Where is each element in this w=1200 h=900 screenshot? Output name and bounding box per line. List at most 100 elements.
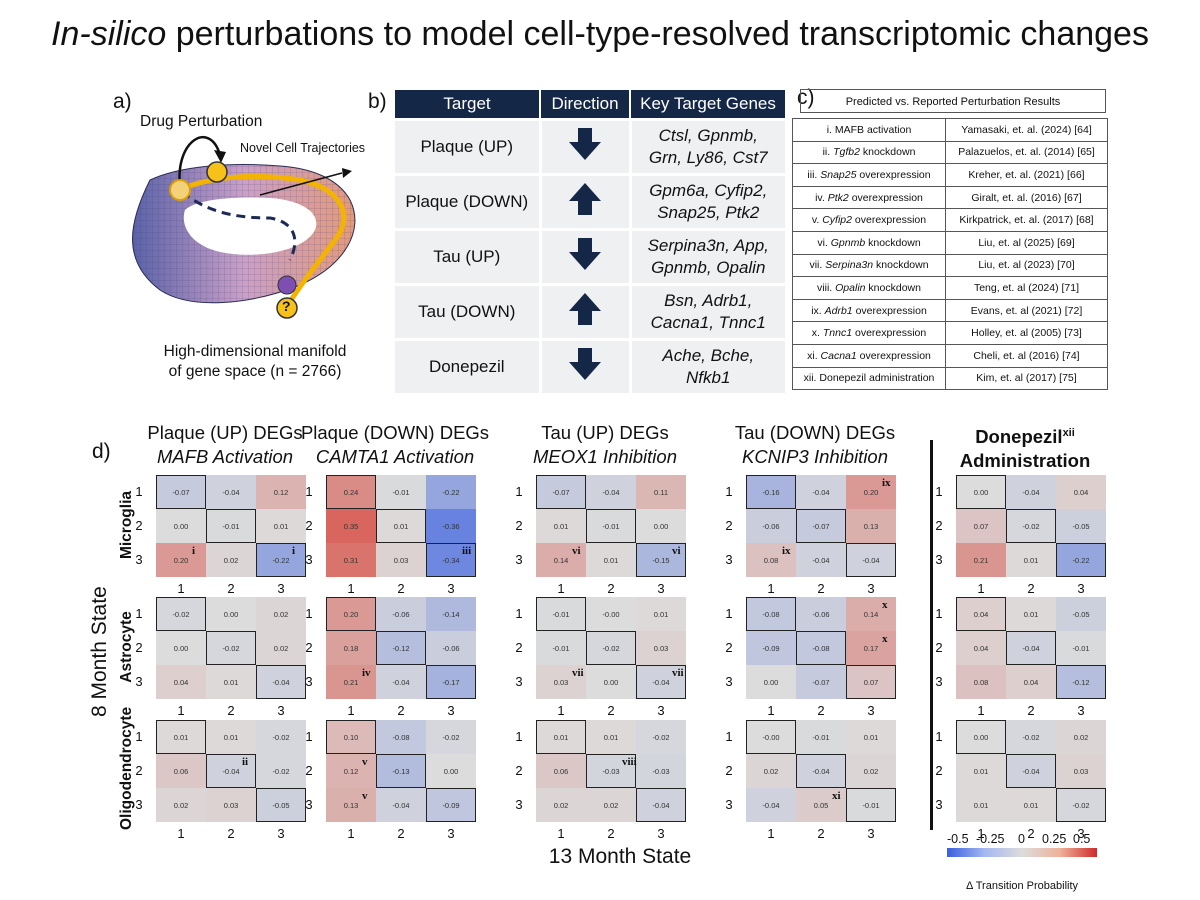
column-header-line1: Donepezilxii [925, 421, 1125, 449]
direction-cell [540, 228, 632, 285]
roman-annotation: vii [572, 667, 584, 679]
result-reference: Cheli, et. al (2016) [74] [945, 343, 1108, 368]
column-tick-label: 1 [177, 703, 185, 718]
result-perturbation: ii. Tgfb2 knockdown [792, 140, 946, 165]
column-header-title: Plaque (DOWN) DEGs [300, 422, 490, 443]
heatmap-cell: -0.02 [206, 631, 256, 665]
heatmap-cell: -0.16 [746, 475, 796, 509]
result-reference: Kreher, et. al. (2021) [66] [945, 163, 1108, 187]
row-tick-label: 2 [305, 763, 313, 778]
heatmap-cell: 0.07 [956, 509, 1006, 543]
heatmap-cell: 0.00 [206, 597, 256, 631]
genes-line2: Snap25, Ptk2 [657, 203, 760, 222]
roman-annotation: x [882, 599, 888, 611]
heatmap-cell: 0.00 [636, 509, 686, 543]
header-target: Target [395, 90, 541, 120]
row-tick-label: 1 [515, 729, 523, 744]
result-reference: Liu, et. al (2023) [70] [945, 253, 1108, 278]
row-tick-label: 1 [935, 606, 943, 621]
result-gene: Gpnmb [830, 236, 866, 249]
row-tick-label: 3 [515, 552, 523, 567]
heatmap-oligodendrocyte-col4: 0.00 -0.02 0.02 0.01 -0.04 0.03 0.01 0.01 -0.02 [956, 720, 1106, 822]
heatmap-cell: -0.22 [426, 475, 476, 509]
colorbar-tick: -0.25 [976, 832, 1005, 846]
row-tick-label: 1 [515, 606, 523, 621]
roman-annotation: x [882, 633, 888, 645]
result-action: activation [866, 123, 912, 136]
heatmap-cell: -0.04 [206, 754, 256, 788]
heatmap-cell: 0.02 [256, 631, 306, 665]
heatmap-cell: -0.05 [256, 788, 306, 822]
heatmap-microglia-col2: -0.07 -0.04 0.11 0.01 -0.01 0.00 0.14 0.01 -0.15… [536, 475, 686, 577]
manifold-caption-line1: High-dimensional manifold [163, 343, 347, 360]
colorbar-tick: 0.25 [1042, 832, 1067, 846]
heatmap-cell: 0.01 [206, 720, 256, 754]
heatmap-cell: 0.17 [846, 631, 896, 665]
column-tick-label: 3 [277, 826, 285, 841]
result-row: x. Tnnc1 overexpression Holley, et. al (2… [792, 321, 1108, 345]
row-tick-label: 1 [935, 729, 943, 744]
result-gene: Cacna1 [820, 349, 857, 362]
result-num: i. [826, 123, 832, 136]
column-tick-label: 2 [607, 581, 615, 596]
heatmap-cell: -0.02 [1006, 720, 1056, 754]
heatmap-cell: -0.00 [746, 720, 796, 754]
result-reference: Liu, et. al (2025) [69] [945, 230, 1108, 255]
heatmap-cell: -0.02 [1056, 788, 1106, 822]
heatmap-cell: -0.05 [1056, 597, 1106, 631]
heatmap-astrocyte-col0: -0.02 0.00 0.02 0.00 -0.02 0.02 0.04 0.01 -0.04 [156, 597, 306, 699]
heatmap-cell: -0.04 [376, 788, 426, 822]
row-tick-label: 1 [725, 606, 733, 621]
heatmap-cell: 0.18 [326, 631, 376, 665]
cell-type-label: Oligodendrocyte [118, 706, 135, 830]
result-num: ix. [811, 304, 822, 317]
result-num: iv. [815, 191, 825, 204]
heatmap-astrocyte-col2: -0.01 -0.00 0.01 -0.01 -0.02 0.03 0.03 0.00 -0.0… [536, 597, 686, 699]
row-tick-label: 2 [135, 640, 143, 655]
column-header-line2: KCNIP3 Inhibition [741, 446, 889, 467]
heatmap-cell: -0.07 [796, 509, 846, 543]
heatmap-cell: 0.08 [746, 543, 796, 577]
column-tick-label: 1 [977, 826, 985, 841]
heatmap-cell: 0.24 [326, 475, 376, 509]
heatmap-cell: 0.10 [326, 720, 376, 754]
heatmap-cell: -0.05 [1056, 509, 1106, 543]
heatmap-cell: -0.09 [746, 631, 796, 665]
heatmap-cell: 0.03 [376, 543, 426, 577]
result-action: knockdown [868, 236, 921, 249]
genes-line2: Cacna1, Tnnc1 [650, 313, 766, 332]
result-gene: Tnnc1 [822, 327, 853, 340]
roman-annotation: vii [672, 667, 684, 679]
heatmap-cell: 0.12 [326, 754, 376, 788]
column-tick-label: 3 [867, 826, 875, 841]
column-header-title: Plaque (UP) DEGs [147, 422, 303, 443]
column-header-title: Tau (UP) DEGs [541, 422, 669, 443]
heatmap-cell: -0.02 [1006, 509, 1056, 543]
colorbar-tick: 0.5 [1073, 832, 1091, 846]
genes-line2: Grn, Ly86, Cst7 [648, 148, 768, 167]
title-rest: perturbations to model cell-type-resolve… [166, 15, 1149, 53]
panel-label-a: a) [113, 90, 132, 113]
results-table: i. MAFB activation Yamasaki, et. al. (202… [792, 118, 1108, 391]
heatmap-cell: -0.04 [846, 543, 896, 577]
heatmap-cell: -0.04 [586, 475, 636, 509]
genes-line1: Serpina3n, App, [647, 236, 769, 255]
column-header: Plaque (DOWN) DEGs CAMTA1 Activation [295, 421, 495, 469]
heatmap-cell: 0.21 [326, 665, 376, 699]
direction-cell [540, 118, 632, 175]
genes-line1: Ache, Bche, [662, 346, 755, 365]
column-header-line2: MEOX1 Inhibition [533, 446, 677, 467]
result-perturbation: v. Cyfip2 overexpression [792, 208, 946, 232]
heatmap-cell: 0.02 [536, 788, 586, 822]
row-tick-label: 1 [305, 484, 313, 499]
header-key-genes: Key Target Genes [630, 90, 785, 120]
column-tick-label: 2 [1027, 826, 1035, 841]
heatmap-cell: 0.02 [846, 754, 896, 788]
heatmap-cell: -0.34 [426, 543, 476, 577]
column-header-line1: Tau (UP) DEGs [505, 421, 705, 445]
column-tick-label: 2 [817, 826, 825, 841]
result-row: vii. Serpina3n knockdown Liu, et. al (202… [792, 253, 1108, 278]
heatmap-cell: -0.08 [746, 597, 796, 631]
heatmap-cell: 0.02 [156, 788, 206, 822]
roman-annotation: ix [882, 477, 891, 489]
